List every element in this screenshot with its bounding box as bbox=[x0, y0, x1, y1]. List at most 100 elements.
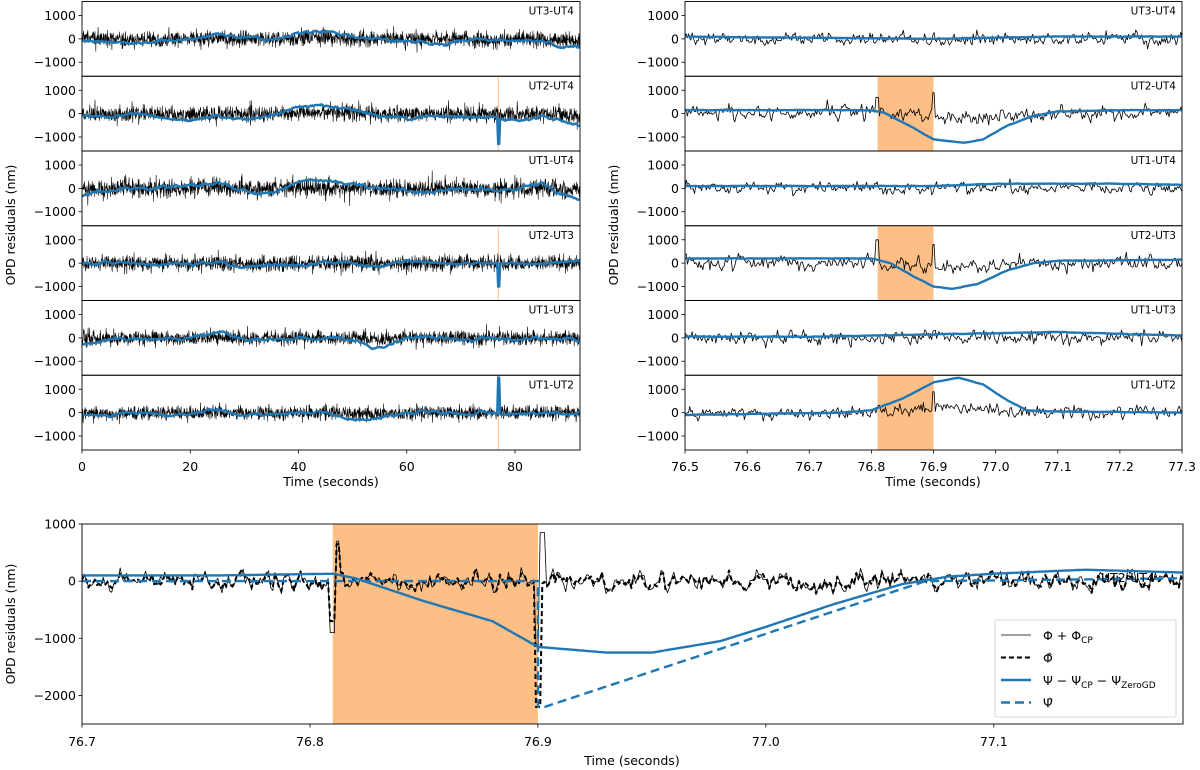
x-tick-label: 76.8 bbox=[857, 459, 885, 474]
y-tick-label: 0 bbox=[68, 181, 76, 196]
plot-area bbox=[82, 323, 580, 351]
series-solid-blue bbox=[82, 568, 1183, 654]
estimate-line bbox=[685, 257, 1182, 290]
left-y-axis-label: OPD residuals (nm) bbox=[3, 165, 18, 286]
axes-frame bbox=[684, 374, 1183, 451]
legend-label-part: Ψ̂ bbox=[1043, 696, 1053, 711]
panel-label: UT3-UT4 bbox=[529, 6, 575, 18]
plot-area bbox=[685, 76, 1182, 151]
plot-area bbox=[685, 178, 1182, 197]
x-tick-label: 80 bbox=[507, 459, 523, 474]
x-tick-label: 77.2 bbox=[1106, 459, 1134, 474]
estimate-line bbox=[82, 103, 580, 146]
y-tick-label: 1000 bbox=[647, 307, 679, 322]
estimate-line bbox=[685, 108, 1182, 144]
plot-area bbox=[685, 29, 1182, 50]
x-tick-label: 20 bbox=[182, 459, 198, 474]
y-tick-label: 1000 bbox=[647, 8, 679, 23]
panel-label: UT2-UT4 bbox=[1131, 80, 1177, 92]
x-tick-label: 76.6 bbox=[733, 459, 761, 474]
estimate-line bbox=[685, 182, 1182, 188]
y-tick-label: −1000 bbox=[637, 129, 679, 144]
x-tick-label: 77.1 bbox=[980, 734, 1008, 749]
legend-label-part: − Ψ bbox=[1093, 673, 1121, 688]
y-tick-label: 0 bbox=[68, 31, 76, 46]
x-tick-label: 0 bbox=[78, 459, 86, 474]
legend-label: Ψ̂ bbox=[1043, 696, 1053, 711]
estimate-line bbox=[685, 35, 1182, 41]
y-tick-label: 0 bbox=[68, 405, 76, 420]
y-tick-label: −1000 bbox=[637, 204, 679, 219]
panel-detail-ut2-ut4: 1000 0 −1000 −2000 76.7 76.8 76.9 77.0 77.1 UT2-U… bbox=[34, 517, 1184, 749]
panel-label: UT1-UT4 bbox=[529, 155, 575, 167]
x-tick-label: 76.9 bbox=[524, 734, 552, 749]
measurement-line bbox=[82, 25, 580, 53]
legend-label-part: CP bbox=[1081, 681, 1093, 691]
y-tick-label: 1000 bbox=[647, 158, 679, 173]
legend-item: Φ + ΦCP bbox=[1001, 628, 1093, 646]
y-tick-label: −1000 bbox=[637, 55, 679, 70]
y-tick-label: 1000 bbox=[44, 307, 76, 322]
y-tick-label: 0 bbox=[68, 256, 76, 271]
right-y-axis-label: OPD residuals (nm) bbox=[606, 165, 621, 286]
y-tick-label: −1000 bbox=[34, 204, 76, 219]
panel-label: UT2-UT3 bbox=[1131, 230, 1176, 242]
bottom-y-axis-label: OPD residuals (nm) bbox=[3, 564, 18, 685]
y-tick-label: 0 bbox=[68, 330, 76, 345]
y-tick-label: 1000 bbox=[44, 232, 76, 247]
panel-label: UT1-UT4 bbox=[1131, 155, 1177, 167]
legend-item: Ψ̂ bbox=[1001, 696, 1053, 711]
y-tick-label: 1000 bbox=[647, 232, 679, 247]
x-tick-label: 77.3 bbox=[1168, 459, 1196, 474]
panel-label: UT1-UT3 bbox=[529, 305, 574, 317]
y-tick-label: 1000 bbox=[44, 517, 76, 532]
y-tick-label: 0 bbox=[671, 330, 679, 345]
y-tick-label: 0 bbox=[671, 31, 679, 46]
estimate-line bbox=[685, 376, 1182, 417]
estimate-line bbox=[82, 178, 580, 202]
plot-area bbox=[82, 524, 1183, 724]
y-tick-label: 0 bbox=[68, 574, 76, 589]
legend-label-part: ZeroGD bbox=[1121, 681, 1156, 691]
y-tick-label: −1000 bbox=[637, 279, 679, 294]
right-zoomed-panels: 1000 0 −1000 UT3-UT4 1000 0 −1000 UT2-UT4 1000 0 −… bbox=[637, 1, 1196, 474]
y-tick-label: −1000 bbox=[34, 428, 76, 443]
y-tick-label: −1000 bbox=[637, 354, 679, 369]
series-dashed-black bbox=[82, 543, 1183, 708]
measurement-line bbox=[685, 178, 1182, 197]
y-tick-label: −1000 bbox=[34, 55, 76, 70]
plot-area bbox=[82, 25, 580, 53]
measurement-line bbox=[685, 29, 1182, 50]
panel-ut1-ut2: 1000 0 −1000 76.5 76.6 76.7 76.8 76.9 77.0 77.1 77… bbox=[637, 374, 1196, 474]
plot-area bbox=[82, 76, 580, 151]
measurement-line bbox=[82, 170, 580, 207]
estimate-line bbox=[82, 376, 580, 422]
y-tick-label: −1000 bbox=[34, 129, 76, 144]
x-tick-label: 76.7 bbox=[795, 459, 823, 474]
panel-label: UT2-UT3 bbox=[529, 230, 574, 242]
measurement-line bbox=[685, 328, 1182, 349]
axes-frame bbox=[81, 523, 1184, 725]
y-tick-label: 1000 bbox=[44, 158, 76, 173]
x-tick-label: 60 bbox=[399, 459, 415, 474]
x-tick-label: 77.0 bbox=[752, 734, 780, 749]
legend-label-part: Φ + Φ bbox=[1043, 628, 1081, 643]
series-dashed-blue bbox=[82, 577, 1183, 709]
legend-box bbox=[994, 619, 1177, 718]
x-tick-label: 40 bbox=[291, 459, 307, 474]
y-tick-label: −1000 bbox=[34, 631, 76, 646]
y-tick-label: −1000 bbox=[34, 279, 76, 294]
x-tick-label: 76.8 bbox=[296, 734, 324, 749]
legend-label-part: Φ̂ bbox=[1043, 651, 1053, 666]
y-tick-label: 0 bbox=[671, 181, 679, 196]
estimate-line bbox=[82, 330, 580, 351]
y-tick-label: 0 bbox=[671, 405, 679, 420]
x-tick-label: 76.9 bbox=[920, 459, 948, 474]
y-tick-label: 0 bbox=[68, 106, 76, 121]
y-tick-label: −1000 bbox=[34, 354, 76, 369]
y-tick-label: 1000 bbox=[647, 83, 679, 98]
estimate-line bbox=[82, 258, 580, 288]
panel-label: UT1-UT2 bbox=[1131, 379, 1176, 391]
